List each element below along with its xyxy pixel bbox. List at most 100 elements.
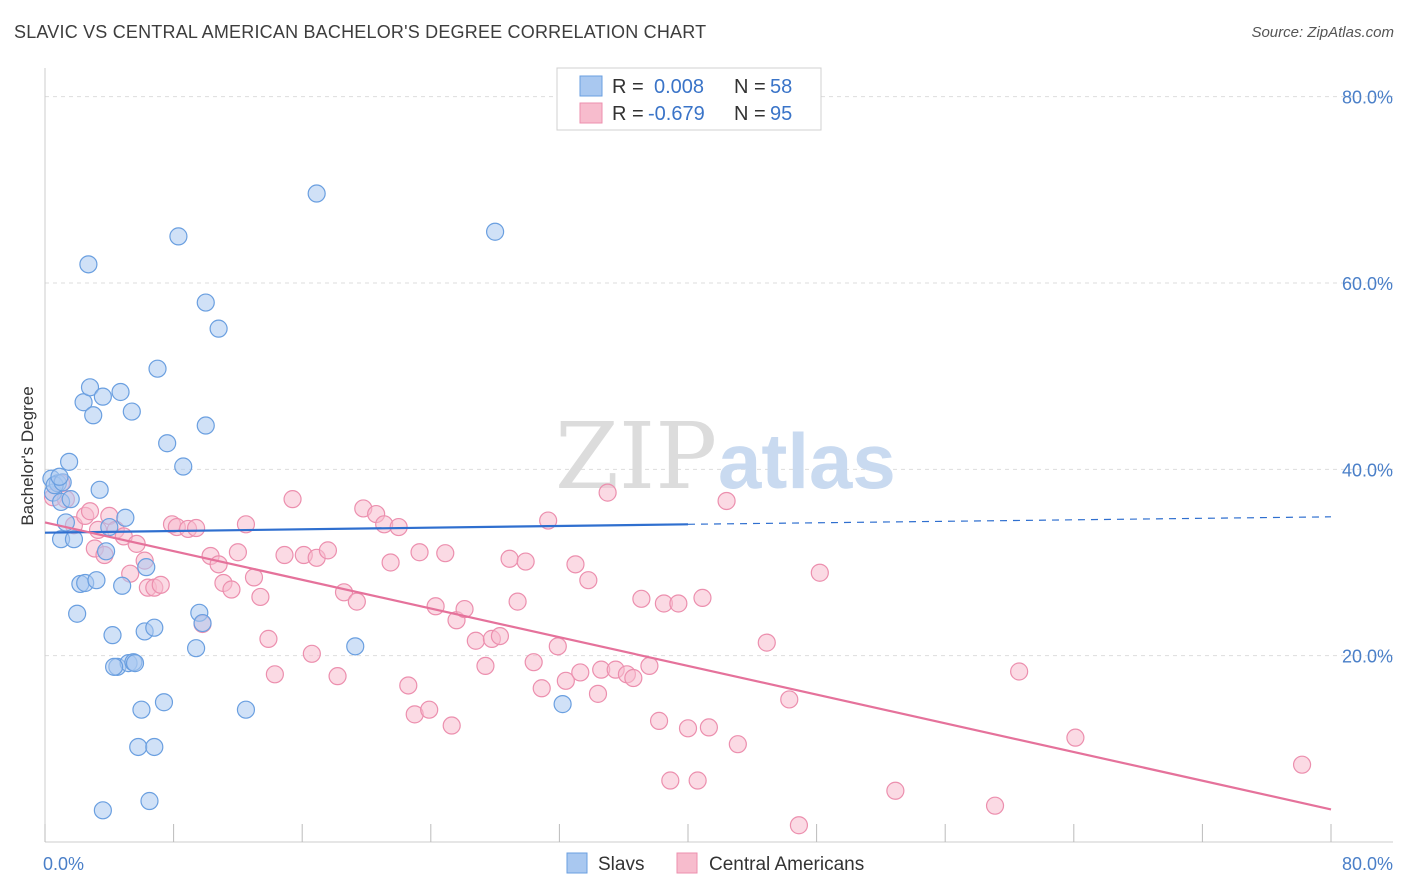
- point-central-american: [556, 671, 575, 690]
- point-slavs: [193, 613, 212, 633]
- point-central-american: [717, 491, 736, 511]
- point-central-american: [539, 511, 558, 530]
- point-central-american: [399, 676, 418, 695]
- point-slavs: [125, 654, 145, 673]
- point-slavs: [50, 467, 69, 486]
- bottom-legend-label-slavs: Slavs: [598, 854, 644, 875]
- point-central-american: [420, 700, 439, 719]
- point-central-american: [598, 483, 617, 502]
- point-central-american: [209, 555, 228, 574]
- point-central-american: [524, 653, 543, 672]
- series-central-americans: [43, 474, 1312, 835]
- point-slavs: [84, 406, 103, 425]
- y-tick-label: 20.0%: [1342, 647, 1393, 667]
- point-slavs: [105, 657, 124, 676]
- point-central-american: [699, 718, 718, 737]
- point-central-american: [688, 771, 707, 790]
- trend-lines: [44, 516, 1332, 811]
- x-tick-label: 80.0%: [1342, 854, 1393, 874]
- point-central-american: [632, 589, 651, 608]
- point-central-american: [275, 545, 294, 565]
- point-central-american: [508, 592, 527, 611]
- point-central-american: [516, 552, 535, 571]
- point-central-american: [283, 490, 302, 509]
- watermark-zip: ZIP: [555, 403, 717, 510]
- watermark: ZIP atlas: [555, 403, 896, 510]
- point-central-american: [532, 679, 551, 698]
- legend-n-value-slavs: 58: [770, 76, 792, 98]
- point-central-american: [579, 571, 598, 590]
- point-central-american: [1010, 662, 1029, 681]
- y-tick-labels: 20.0% 40.0% 60.0% 80.0%: [1342, 88, 1393, 667]
- point-slavs: [79, 255, 98, 274]
- point-central-american: [347, 592, 366, 611]
- point-slavs: [553, 695, 572, 714]
- grid-lines: [45, 96, 1393, 657]
- point-central-american: [571, 663, 590, 682]
- point-slavs: [196, 293, 215, 312]
- point-slavs: [307, 184, 326, 203]
- legend-swatch-ca: [579, 102, 603, 124]
- point-slavs: [60, 452, 79, 471]
- point-slavs: [154, 693, 174, 712]
- point-central-american: [566, 555, 585, 574]
- point-central-american: [490, 626, 510, 646]
- y-tick-label: 80.0%: [1342, 88, 1393, 108]
- y-tick-label: 60.0%: [1342, 274, 1393, 294]
- series-slavs: [42, 184, 572, 820]
- point-slavs: [158, 434, 177, 453]
- watermark-atlas: atlas: [718, 417, 896, 505]
- point-central-american: [789, 816, 809, 835]
- point-central-american: [678, 719, 698, 738]
- point-slavs: [122, 402, 141, 421]
- point-slavs: [100, 517, 119, 537]
- point-slavs: [93, 801, 112, 820]
- bottom-legend-label-ca: Central Americans: [709, 854, 864, 875]
- point-slavs: [129, 737, 148, 757]
- bottom-legend-swatch-slavs: [566, 852, 588, 874]
- point-central-american: [661, 771, 680, 790]
- point-slavs: [137, 558, 156, 577]
- y-tick-label: 40.0%: [1342, 460, 1393, 480]
- point-central-american: [669, 594, 688, 613]
- point-central-american: [259, 629, 278, 648]
- point-slavs: [148, 359, 167, 378]
- legend-swatch-slavs: [579, 75, 603, 97]
- y-axis-label: Bachelor's Degree: [18, 386, 37, 525]
- chart-title: SLAVIC VS CENTRAL AMERICAN BACHELOR'S DE…: [14, 22, 707, 42]
- point-slavs: [174, 457, 193, 476]
- point-slavs: [103, 626, 122, 645]
- legend-r-value-ca: -0.679: [648, 103, 705, 125]
- point-central-american: [728, 735, 747, 754]
- point-central-american: [780, 690, 799, 709]
- point-slavs: [187, 639, 206, 658]
- point-central-american: [476, 656, 495, 676]
- trend-line-slavs-projection: [687, 516, 1332, 525]
- point-central-american: [588, 684, 608, 703]
- point-slavs: [140, 791, 159, 811]
- point-central-american: [1292, 755, 1312, 774]
- point-central-american: [318, 541, 338, 560]
- point-slavs: [145, 737, 164, 757]
- axes: [44, 68, 1393, 843]
- point-central-american: [436, 544, 455, 563]
- point-central-american: [426, 597, 445, 616]
- point-slavs: [111, 382, 130, 402]
- legend-n-label-ca: N =: [734, 103, 766, 125]
- point-slavs: [90, 480, 109, 499]
- point-slavs: [346, 637, 365, 656]
- point-central-american: [302, 644, 321, 663]
- point-slavs: [96, 542, 116, 561]
- point-slavs: [61, 490, 80, 509]
- point-central-american: [757, 633, 776, 652]
- point-slavs: [80, 378, 100, 397]
- point-central-american: [228, 543, 247, 562]
- point-central-american: [886, 781, 905, 800]
- point-central-american: [410, 543, 429, 562]
- point-slavs: [145, 618, 164, 637]
- source-credit: Source: ZipAtlas.com: [1251, 24, 1394, 41]
- point-central-american: [500, 549, 519, 568]
- bottom-legend: Slavs Central Americans: [566, 852, 864, 875]
- point-central-american: [1066, 728, 1085, 747]
- x-tick-label: 0.0%: [43, 854, 84, 874]
